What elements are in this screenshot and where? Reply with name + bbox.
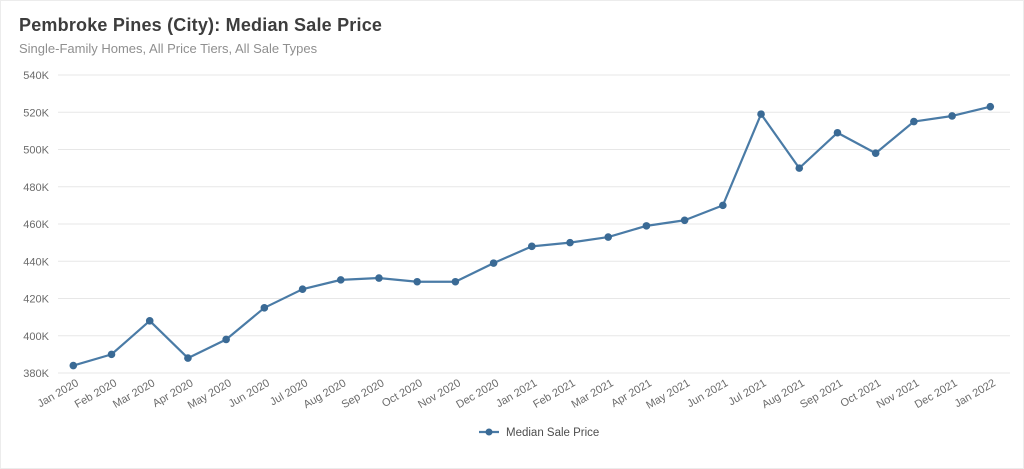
y-axis-tick-label: 380K [23, 368, 49, 380]
data-point-marker [184, 354, 192, 362]
y-axis-tick-label: 480K [23, 182, 49, 194]
data-point-marker [833, 128, 842, 137]
x-axis-tick-label: Sep 2021 [798, 377, 845, 411]
y-axis-tick-label: 460K [23, 219, 49, 231]
series-line [72, 105, 992, 367]
x-axis-tick-label: Mar 2020 [111, 377, 157, 411]
x-axis-tick-label: May 2021 [644, 377, 692, 412]
x-axis-tick-label: Aug 2020 [301, 377, 348, 411]
x-axis-tick-label: Jan 2020 [36, 377, 81, 410]
data-point-marker [145, 317, 154, 325]
y-axis-tick-label: 520K [23, 107, 49, 119]
y-axis-tick-label: 500K [23, 145, 49, 157]
x-axis-tick-label: Feb 2020 [73, 377, 119, 411]
data-point-marker [222, 335, 230, 344]
x-axis-tick-label: Jan 2021 [494, 377, 539, 410]
data-point-marker [107, 350, 116, 359]
data-point-marker [948, 112, 956, 120]
data-point-marker [604, 233, 613, 241]
data-point-marker [871, 149, 880, 158]
data-point-marker [757, 110, 765, 118]
data-point-marker [795, 164, 804, 172]
data-point-marker [528, 242, 536, 251]
x-axis-tick-label: Sep 2020 [340, 377, 387, 411]
y-axis-tick-label: 400K [23, 331, 49, 343]
chart-title: Pembroke Pines (City): Median Sale Price [19, 15, 383, 35]
legend-label: Median Sale Price [506, 427, 599, 439]
legend-marker-icon [485, 428, 493, 436]
x-axis-tick-label: Jan 2022 [953, 377, 998, 410]
x-axis-tick-label: Mar 2021 [569, 377, 615, 411]
x-axis-tick-label: Nov 2021 [875, 377, 922, 411]
y-axis-tick-label: 420K [23, 294, 49, 306]
data-point-marker [986, 102, 995, 111]
data-point-marker [375, 274, 383, 282]
data-point-marker [910, 117, 918, 126]
x-axis-tick-label: May 2020 [186, 377, 234, 412]
x-axis-tick-label: Aug 2021 [760, 377, 807, 411]
y-axis-tick-label: 440K [23, 256, 49, 268]
x-axis-tick-label: Nov 2020 [416, 377, 463, 411]
x-axis-tick-label: Dec 2020 [454, 377, 501, 411]
data-point-marker [298, 285, 307, 293]
data-point-marker [566, 238, 574, 247]
data-point-marker [680, 216, 689, 225]
data-point-marker [336, 276, 345, 284]
data-point-marker [489, 259, 498, 267]
x-axis-tick-label: Dec 2021 [913, 377, 960, 411]
x-axis-tick-label: Jun 2020 [227, 377, 272, 410]
x-axis-tick-label: Jun 2021 [685, 377, 730, 410]
data-point-marker [451, 277, 460, 286]
data-point-marker [642, 222, 651, 230]
legend-item[interactable]: Median Sale Price [479, 427, 599, 439]
data-point-marker [413, 277, 421, 286]
data-point-marker [260, 304, 269, 312]
x-axis-tick-label: Feb 2021 [531, 377, 577, 411]
chart-subtitle: Single-Family Homes, All Price Tiers, Al… [19, 41, 318, 56]
y-axis-tick-label: 540K [23, 70, 49, 82]
data-point-marker [719, 201, 727, 210]
data-point-marker [69, 361, 78, 370]
